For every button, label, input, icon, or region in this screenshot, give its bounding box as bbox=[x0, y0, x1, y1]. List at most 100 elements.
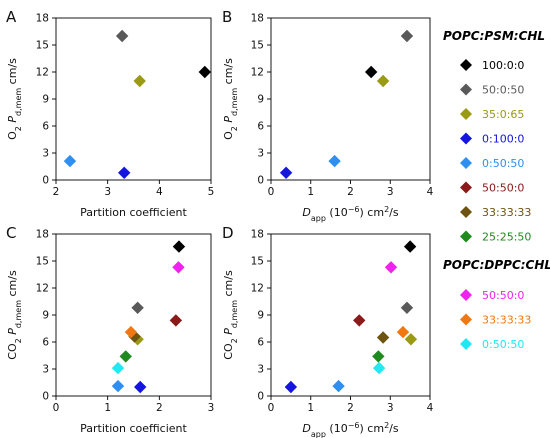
y-tick-label: 15 bbox=[36, 256, 49, 268]
y-tick-label: 0 bbox=[42, 391, 49, 403]
x-tick-label: 0 bbox=[268, 186, 275, 198]
legend-marker bbox=[460, 59, 472, 71]
x-tick-label: 1 bbox=[104, 402, 111, 414]
data-point bbox=[124, 325, 138, 339]
data-point bbox=[376, 74, 390, 88]
data-point bbox=[63, 154, 77, 168]
plot-frame bbox=[55, 17, 212, 181]
y-tick-label: 18 bbox=[36, 229, 49, 241]
data-point bbox=[353, 314, 366, 327]
legend-marker bbox=[460, 83, 472, 96]
x-tick-label: 3 bbox=[208, 402, 215, 414]
y-tick-label: 12 bbox=[251, 283, 264, 295]
legend-label: 33:33:33 bbox=[482, 314, 531, 327]
x-tick-label: 2 bbox=[53, 186, 60, 198]
panel-letter: A bbox=[6, 8, 17, 26]
y-tick-label: 3 bbox=[42, 148, 49, 160]
y-axis-label: O2 Pd,mem cm/s bbox=[222, 58, 239, 140]
x-tick-label: 5 bbox=[208, 186, 215, 198]
x-axis-label: Partition coefficient bbox=[80, 206, 187, 219]
data-point bbox=[372, 350, 385, 363]
x-tick-label: 3 bbox=[387, 402, 394, 414]
data-point bbox=[372, 361, 386, 375]
y-tick-label: 6 bbox=[257, 121, 264, 133]
y-axis-label: CO2 Pd,mem cm/s bbox=[6, 270, 23, 360]
legend-marker bbox=[460, 230, 472, 243]
legend-label: 50:50:0 bbox=[482, 289, 524, 302]
plot-frame bbox=[270, 233, 431, 397]
y-tick-label: 0 bbox=[257, 175, 264, 187]
y-tick-label: 9 bbox=[257, 94, 264, 106]
data-point bbox=[111, 379, 125, 393]
data-point bbox=[111, 361, 125, 375]
data-point bbox=[169, 314, 183, 327]
data-point bbox=[172, 261, 185, 274]
data-point bbox=[400, 301, 414, 314]
data-point bbox=[332, 379, 345, 393]
data-point bbox=[376, 331, 390, 344]
legend-label: 0:50:50 bbox=[482, 338, 524, 351]
y-tick-label: 18 bbox=[36, 13, 49, 25]
x-tick-label: 2 bbox=[347, 402, 354, 414]
data-point bbox=[118, 166, 131, 179]
x-tick-label: 3 bbox=[387, 186, 394, 198]
x-tick-label: 2 bbox=[347, 186, 354, 198]
legend-label: 35:0:65 bbox=[482, 108, 524, 121]
x-tick-label: 4 bbox=[156, 186, 163, 198]
legend-marker bbox=[460, 313, 472, 326]
y-tick-label: 3 bbox=[257, 148, 264, 160]
data-point bbox=[198, 65, 211, 79]
data-point bbox=[284, 380, 298, 394]
data-point bbox=[404, 333, 418, 346]
data-point bbox=[133, 74, 146, 88]
y-tick-label: 12 bbox=[36, 67, 49, 79]
x-tick-label: 1 bbox=[307, 186, 314, 198]
y-tick-label: 18 bbox=[251, 229, 264, 241]
y-tick-label: 15 bbox=[251, 256, 264, 268]
y-tick-label: 6 bbox=[42, 337, 49, 349]
data-point bbox=[279, 166, 293, 179]
x-tick-label: 4 bbox=[427, 186, 434, 198]
y-tick-label: 3 bbox=[257, 364, 264, 376]
legend-label: 100:0:0 bbox=[482, 59, 524, 72]
legend-label: 0:50:50 bbox=[482, 157, 524, 170]
data-point bbox=[172, 240, 186, 253]
data-point bbox=[328, 154, 341, 168]
x-tick-label: 3 bbox=[104, 186, 111, 198]
y-tick-label: 9 bbox=[257, 310, 264, 322]
panel-letter: D bbox=[222, 224, 234, 242]
data-point bbox=[115, 29, 129, 43]
legend: POPC:PSM:CHL 100:0:0 50:0:50 35:0:65 0:100:0… bbox=[443, 29, 550, 351]
data-point bbox=[131, 301, 144, 314]
y-tick-label: 9 bbox=[42, 310, 49, 322]
x-tick-label: 1 bbox=[307, 402, 314, 414]
x-tick-label: 0 bbox=[268, 402, 275, 414]
legend-label: 0:100:0 bbox=[482, 133, 524, 146]
y-tick-label: 12 bbox=[36, 283, 49, 295]
y-axis-label: CO2 Pd,mem cm/s bbox=[222, 270, 239, 360]
x-axis-label: Dapp (10−6) cm2/s bbox=[302, 421, 399, 438]
legend-label: 25:25:50 bbox=[482, 231, 531, 244]
x-tick-label: 4 bbox=[427, 402, 434, 414]
data-point bbox=[364, 65, 378, 79]
legend-label: 50:50:0 bbox=[482, 182, 524, 195]
legend-title-popc-psm-chl: POPC:PSM:CHL bbox=[443, 29, 545, 43]
data-point bbox=[396, 325, 410, 339]
x-axis-label: Partition coefficient bbox=[80, 422, 187, 435]
plot-frame bbox=[270, 17, 431, 181]
panel-letter: C bbox=[6, 224, 16, 242]
y-tick-label: 6 bbox=[257, 337, 264, 349]
legend-marker bbox=[460, 181, 472, 194]
x-axis-label: Dapp (10−6) cm2/s bbox=[302, 205, 399, 223]
x-tick-label: 2 bbox=[156, 402, 163, 414]
legend-title-popc-dppc-chl: POPC:DPPC:CHL bbox=[443, 258, 550, 272]
legend-marker bbox=[460, 338, 472, 350]
legend-marker bbox=[460, 108, 472, 120]
y-tick-label: 0 bbox=[42, 175, 49, 187]
legend-label: 33:33:33 bbox=[482, 206, 531, 219]
panel-letter: B bbox=[222, 8, 232, 26]
